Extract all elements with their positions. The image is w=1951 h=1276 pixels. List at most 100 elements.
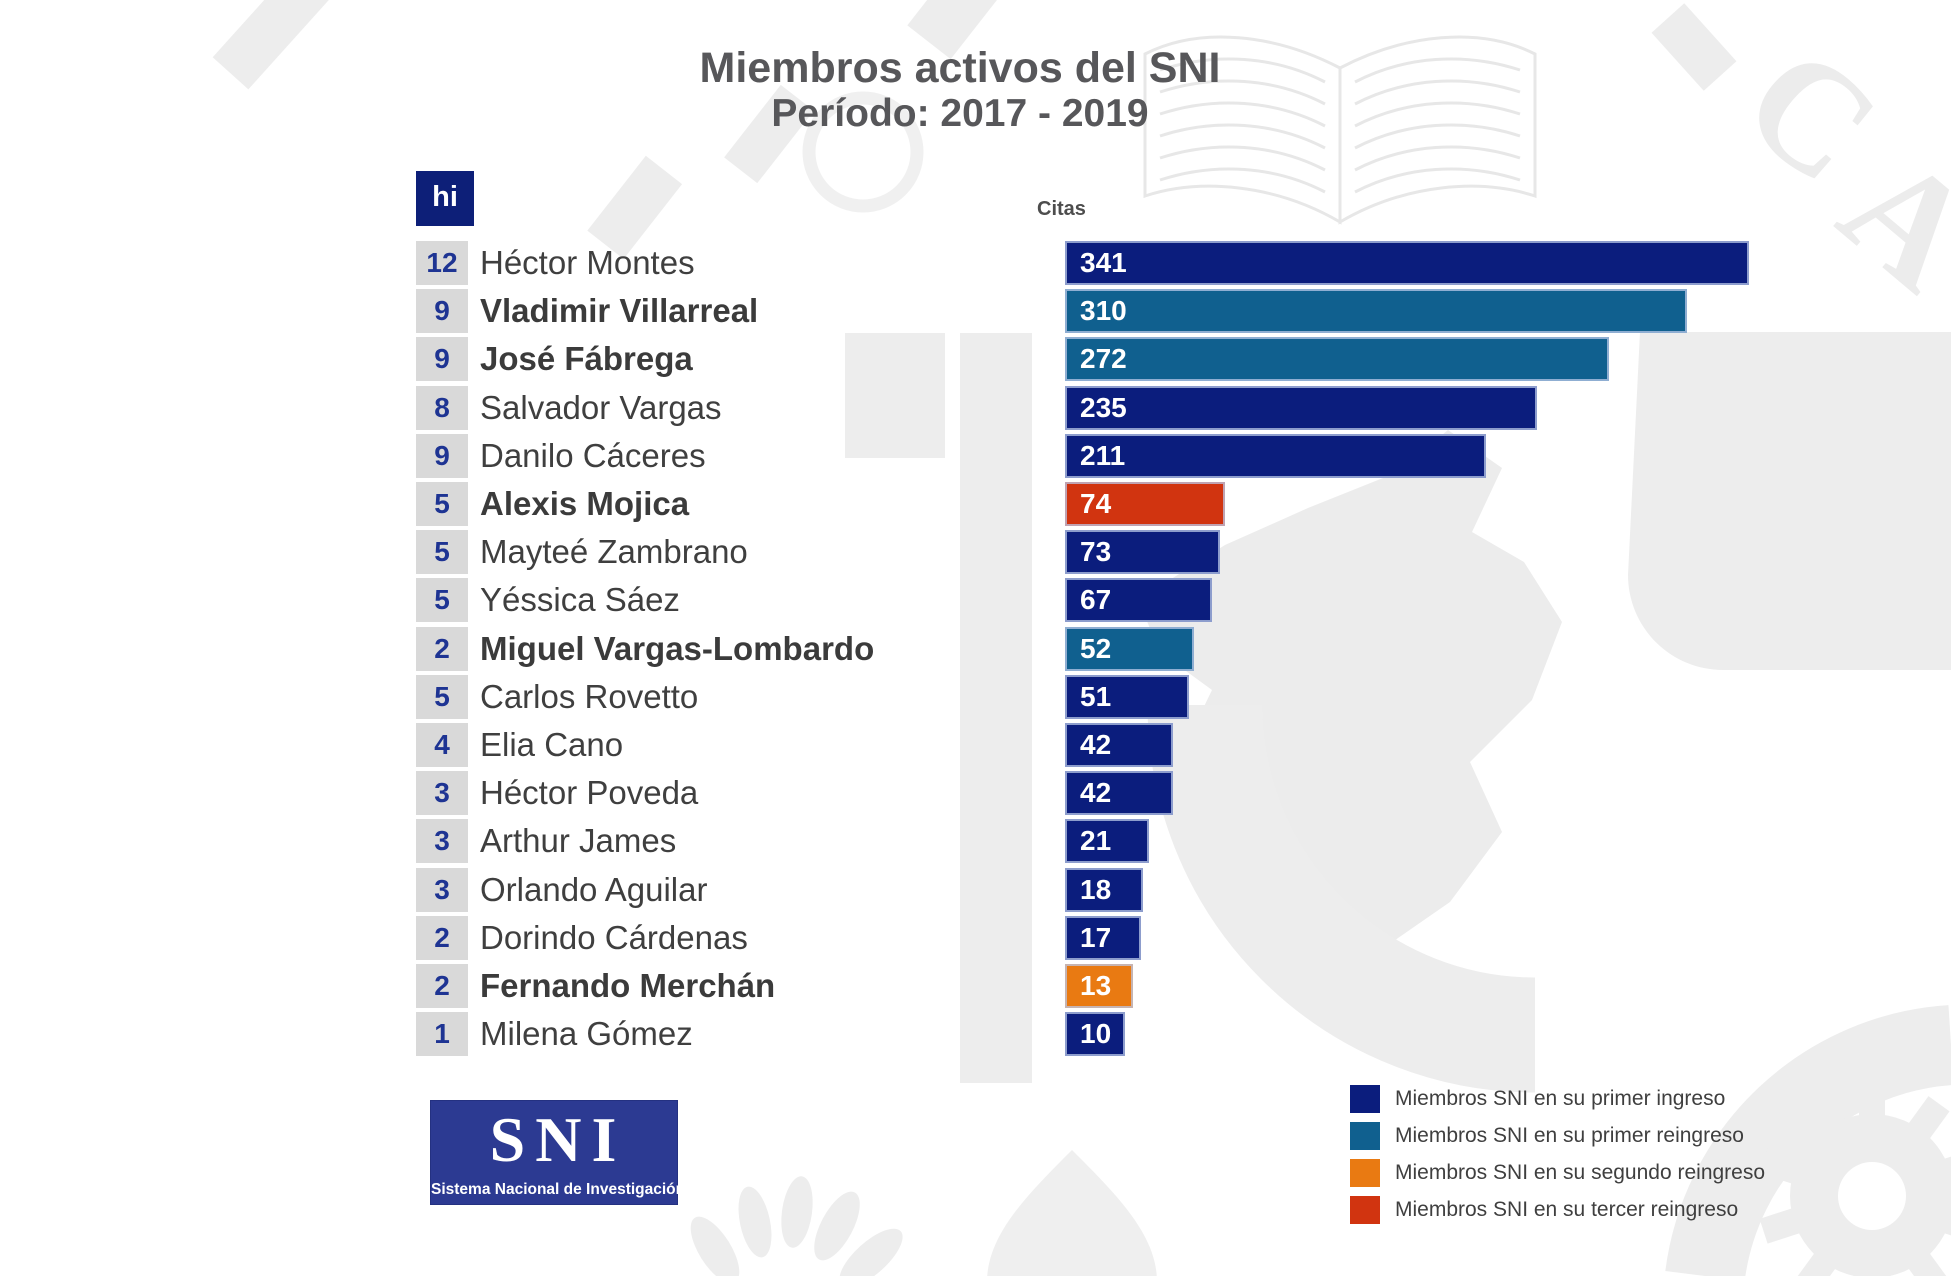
table-row: 1 Milena Gómez 10 [0,1012,1951,1056]
table-row: 2 Fernando Merchán 13 [0,964,1951,1008]
citation-bar: 10 [1065,1012,1125,1056]
citation-bar: 74 [1065,482,1225,526]
member-name: Alexis Mojica [480,485,690,522]
member-name: Héctor Poveda [480,774,699,811]
legend-item: Miembros SNI en su segundo reingreso [1350,1154,1765,1191]
h-index-cell: 4 [416,723,468,767]
laurel-icon [690,1176,903,1276]
member-name: Fernando Merchán [480,967,776,1004]
ribbon-shapes [212,0,1951,1083]
table-row: 9 José Fábrega 272 [0,337,1951,381]
legend-item: Miembros SNI en su primer ingreso [1350,1080,1765,1117]
flame-icon [987,1150,1157,1276]
citation-bar: 341 [1065,241,1749,285]
h-index-cell: 1 [416,1012,468,1056]
citation-value: 67 [1080,584,1112,615]
citation-value: 51 [1080,681,1112,712]
h-index-cell: 5 [416,530,468,574]
citation-value: 211 [1080,440,1126,471]
citation-bar: 18 [1065,868,1143,912]
table-row: 5 Mayteé Zambrano 73 [0,530,1951,574]
citation-value: 17 [1080,922,1112,953]
h-index-cell: 8 [416,386,468,430]
ring-arc [1147,704,1536,1093]
citation-value: 18 [1080,874,1112,905]
citation-bar: 211 [1065,434,1486,478]
member-name: Orlando Aguilar [480,871,708,908]
chart-title: Miembros activos del SNI [699,44,1221,92]
citation-bar: 52 [1065,627,1194,671]
citation-bar: 21 [1065,819,1149,863]
legend: Miembros SNI en su primer ingreso Miembro… [1350,1080,1765,1228]
legend-swatch-icon [1350,1084,1380,1113]
member-name: Carlos Rovetto [480,678,699,715]
citation-bar: 13 [1065,964,1133,1008]
member-name: Miguel Vargas-Lombardo [480,630,875,667]
member-name: Milena Gómez [480,1015,693,1052]
legend-label: Miembros SNI en su segundo reingreso [1395,1160,1766,1184]
table-row: 3 Orlando Aguilar 18 [0,868,1951,912]
citation-value: 42 [1080,777,1112,808]
table-row: 12 Héctor Montes 341 [0,241,1951,285]
h-index-cell: 3 [416,771,468,815]
legend-item: Miembros SNI en su primer reingreso [1350,1117,1765,1154]
member-name: José Fábrega [480,340,693,377]
citation-bar: 42 [1065,723,1173,767]
member-name: Danilo Cáceres [480,437,706,474]
legend-swatch-icon [1350,1121,1380,1150]
h-index-cell: 9 [416,289,468,333]
citation-value: 21 [1080,825,1112,856]
h-index-cell: 3 [416,819,468,863]
table-row: 9 Danilo Cáceres 211 [0,434,1951,478]
table-row: 5 Yéssica Sáez 67 [0,578,1951,622]
h-index-cell: 2 [416,964,468,1008]
citation-bar: 272 [1065,337,1609,381]
citation-bar: 51 [1065,675,1189,719]
table-row: 2 Dorindo Cárdenas 17 [0,916,1951,960]
member-name: Yéssica Sáez [480,581,680,618]
citation-value: 73 [1080,536,1112,567]
h-index-cell: 12 [416,241,468,285]
citation-value: 341 [1080,247,1127,278]
legend-label: Miembros SNI en su primer reingreso [1395,1123,1744,1147]
h-index-cell: 9 [416,434,468,478]
legend-label: Miembros SNI en su primer ingreso [1395,1086,1726,1110]
member-name: Elia Cano [480,726,624,763]
citation-value: 52 [1080,633,1112,664]
h-index-column-header: hi [416,171,474,226]
table-row: 5 Carlos Rovetto 51 [0,675,1951,719]
citation-value: 74 [1080,488,1112,519]
sni-logo-caption: Sistema Nacional de Investigación [431,1181,686,1198]
sni-logo: SNI Sistema Nacional de Investigación [430,1100,686,1205]
chart-title-block: Miembros activos del SNI Período: 2017 -… [480,44,1440,136]
legend-label: Miembros SNI en su tercer reingreso [1395,1197,1739,1221]
h-index-cell: 2 [416,916,468,960]
member-name: Héctor Montes [480,244,695,281]
citations-column-header: Citas [1037,198,1086,220]
citation-value: 272 [1080,343,1127,374]
table-row: 9 Vladimir Villarreal 310 [0,289,1951,333]
legend-swatch-icon [1350,1195,1380,1224]
panama-map-icon [1138,430,1562,1002]
member-name: Mayteé Zambrano [480,533,748,570]
citation-bar: 310 [1065,289,1687,333]
member-name: Salvador Vargas [480,389,722,426]
corner-swirl [1665,1005,1951,1276]
citation-value: 10 [1080,1018,1112,1049]
table-row: 8 Salvador Vargas 235 [0,386,1951,430]
citation-bar: 73 [1065,530,1220,574]
citation-value: 235 [1080,392,1127,423]
h-index-cell: 5 [416,675,468,719]
gear-icon [1759,1082,1951,1276]
h-index-cell: 5 [416,578,468,622]
table-row: 3 Arthur James 21 [0,819,1951,863]
sni-logo-acronym: SNI [489,1104,627,1175]
table-row: 4 Elia Cano 42 [0,723,1951,767]
citation-bar: 42 [1065,771,1173,815]
open-book-icon [1143,35,1537,225]
h-index-cell: 5 [416,482,468,526]
h-index-cell: 2 [416,627,468,671]
citation-value: 310 [1080,295,1127,326]
